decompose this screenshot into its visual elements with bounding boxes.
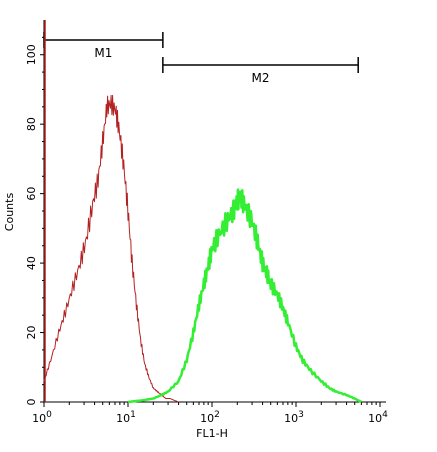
histogram-series — [43, 20, 362, 404]
series-line-1 — [43, 94, 179, 403]
series-line-2 — [127, 188, 362, 404]
y-tick-labels: 0 20 40 60 80 100 — [25, 44, 38, 405]
x-tick-label: 101 — [116, 410, 136, 425]
x-tick-exponent: 2 — [214, 410, 220, 420]
y-tick-label: 80 — [25, 117, 38, 131]
y-tick-label: 60 — [25, 187, 38, 201]
x-tick-exponent: 0 — [46, 410, 52, 420]
y-tick-label: 0 — [25, 399, 38, 406]
x-tick-exponent: 1 — [130, 410, 136, 420]
x-tick-labels: 100 101 102 103 104 — [32, 410, 388, 425]
x-tick-label: 103 — [284, 410, 304, 425]
x-tick-exponent: 4 — [382, 410, 388, 420]
y-tick-label: 100 — [25, 44, 38, 65]
x-tick-label: 100 — [32, 410, 52, 425]
x-tick-label: 104 — [368, 410, 388, 425]
y-tick-label: 40 — [25, 256, 38, 270]
gate-label: M2 — [252, 71, 270, 85]
y-tick-label: 20 — [25, 326, 38, 340]
x-axis-title: FL1-H — [196, 427, 228, 440]
x-tick-label: 102 — [200, 410, 220, 425]
marker-gates: M1 M2 — [43, 32, 359, 85]
y-axis-title: Counts — [3, 193, 16, 232]
axis-ticks — [40, 36, 381, 407]
x-tick-exponent: 3 — [298, 410, 304, 420]
gate-label: M1 — [94, 46, 112, 60]
